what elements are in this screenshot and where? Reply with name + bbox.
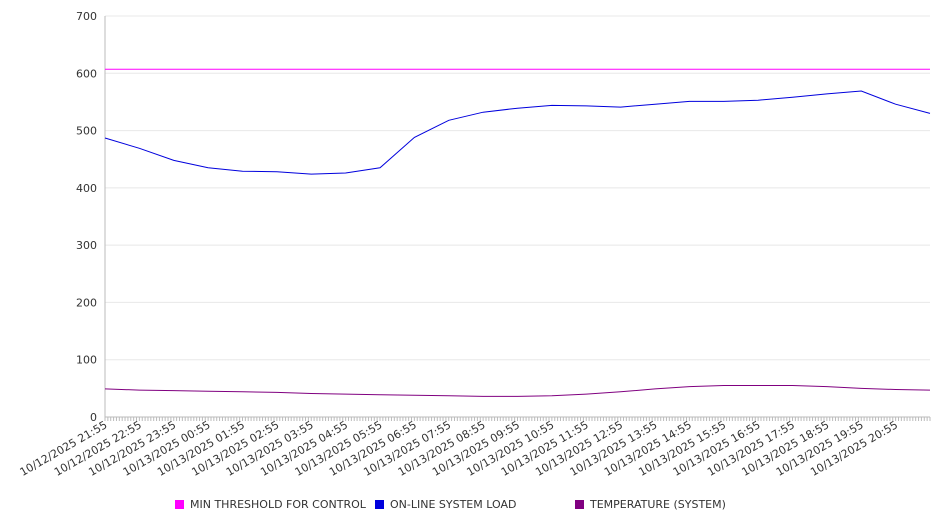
y-tick-label: 700	[76, 10, 97, 23]
legend-label: MIN THRESHOLD FOR CONTROL	[190, 498, 366, 511]
legend-swatch	[375, 500, 384, 509]
legend-swatch	[575, 500, 584, 509]
legend-label: TEMPERATURE (SYSTEM)	[590, 498, 726, 511]
legend-label: ON-LINE SYSTEM LOAD	[390, 498, 517, 511]
legend-item-load[interactable]: ON-LINE SYSTEM LOAD	[375, 498, 516, 511]
legend-item-threshold[interactable]: MIN THRESHOLD FOR CONTROL	[175, 498, 366, 511]
y-tick-label: 500	[76, 125, 97, 138]
y-tick-label: 400	[76, 182, 97, 195]
legend-item-temperature[interactable]: TEMPERATURE (SYSTEM)	[575, 498, 726, 511]
series-line	[104, 90, 931, 175]
y-tick-label: 600	[76, 67, 97, 80]
y-tick-label: 200	[76, 296, 97, 309]
legend-swatch	[175, 500, 184, 509]
y-tick-label: 300	[76, 239, 97, 252]
y-tick-label: 100	[76, 354, 97, 367]
y-tick-label: 0	[90, 411, 97, 424]
series-line	[104, 385, 931, 397]
